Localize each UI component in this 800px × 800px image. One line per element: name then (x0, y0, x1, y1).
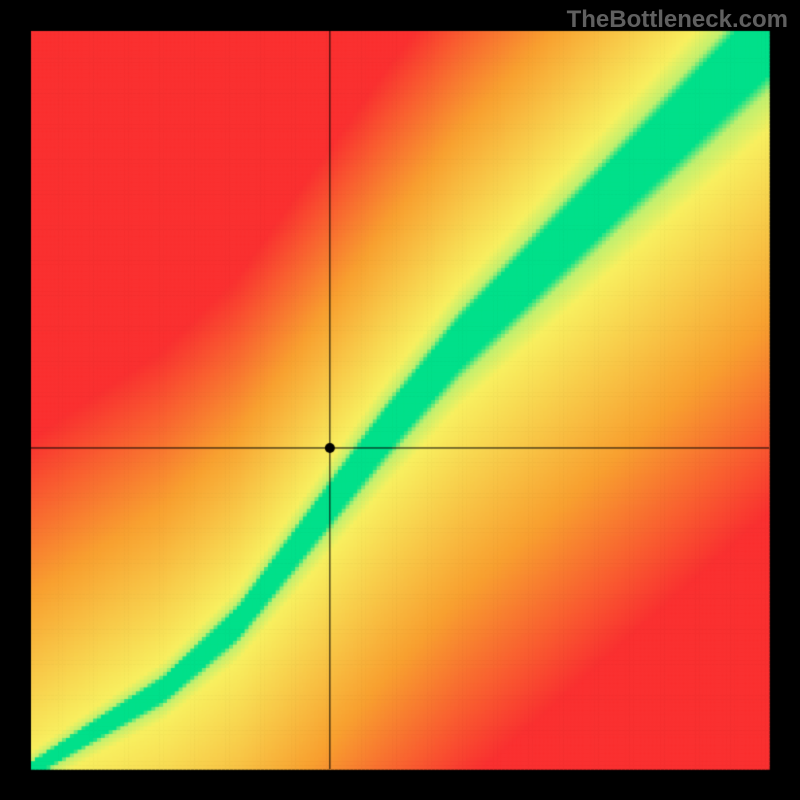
watermark-text: TheBottleneck.com (567, 6, 788, 34)
bottleneck-heatmap (0, 0, 800, 800)
chart-container: TheBottleneck.com (0, 0, 800, 800)
